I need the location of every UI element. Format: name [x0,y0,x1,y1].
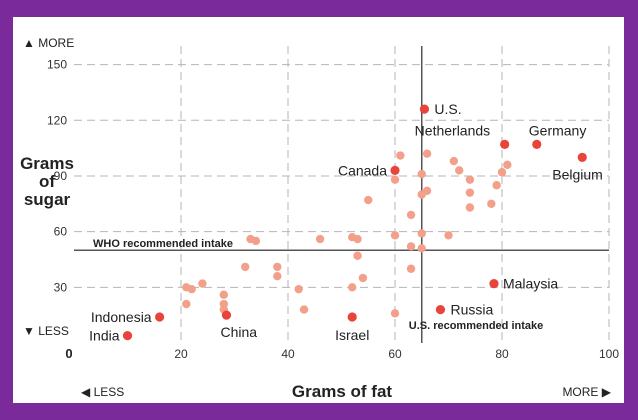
data-point [187,284,196,294]
data-point [492,181,501,190]
data-point [294,284,303,294]
highlighted-point [500,139,510,149]
data-point [390,231,400,240]
data-point [353,251,362,260]
data-point [465,203,475,212]
point-label: Russia [450,302,493,318]
reference-lines: WHO recommended intake U.S. recommended i… [74,46,609,343]
data-point [417,244,426,253]
data-point [444,231,453,240]
point-label: Israel [335,327,369,343]
x-tick-label: 80 [495,347,509,361]
tick-labels: 30 60 90 120 150 20 40 60 80 100 [47,58,619,361]
data-point [241,262,250,272]
data-point [198,279,207,288]
data-point [348,283,357,292]
highlighted-point [577,152,587,162]
y-more-label: ▲ MORE [23,36,74,50]
data-point [396,151,405,160]
data-point [422,186,432,195]
chart-frame: WHO recommended intake U.S. recommended i… [13,17,624,403]
highlighted-point [390,165,400,175]
y-axis-title-3: sugar [24,190,71,209]
point-label: U.S. [434,101,461,117]
data-point [422,149,432,158]
data-point [251,236,261,246]
highlighted-point [489,279,499,289]
data-point [465,188,475,197]
data-point [219,290,228,299]
point-label: Netherlands [415,122,491,138]
x-tick-label: 40 [281,347,295,361]
highlighted-point [435,304,446,315]
y-less-label: ▼ LESS [23,324,69,338]
point-label: Canada [338,162,387,178]
x-tick-label: 60 [388,347,402,361]
y-axis-title-2: of [39,172,55,191]
point-label: Germany [529,122,587,138]
data-point [390,309,400,318]
y-axis-title-1: Grams [20,154,74,173]
data-point [273,262,282,272]
data-point [358,273,368,283]
scatter-chart: WHO recommended intake U.S. recommended i… [20,36,619,401]
data-point [299,305,309,314]
highlighted-point [155,312,165,322]
data-point [273,271,282,281]
point-label: Belgium [552,166,603,182]
highlighted-point [419,104,430,114]
y-tick-label: 90 [54,169,68,183]
data-point [465,175,475,184]
point-label: China [220,324,257,340]
y-tick-label: 60 [54,225,68,239]
point-label: Malaysia [503,276,558,292]
grid [74,46,610,343]
x-tick-label: 100 [599,347,619,361]
point-labels: U.S. Netherlands Germany Belgium Canada Malay… [89,101,603,343]
data-points [122,104,587,341]
data-point [449,156,459,166]
data-point [417,169,426,179]
data-point [406,264,416,273]
data-point [390,175,400,184]
data-point [487,199,496,208]
x-axis-title: Grams of fat [292,382,392,401]
data-point [315,234,325,244]
data-point [406,210,416,220]
data-point [497,168,507,177]
y-tick-label: 120 [47,113,67,127]
data-point [406,242,416,251]
who-reference-label: WHO recommended intake [93,238,233,250]
highlighted-point [122,330,133,341]
x-zero-label: 0 [65,346,72,361]
data-point [182,299,191,309]
data-point [353,234,362,244]
x-less-label: ◀ LESS [81,385,124,399]
highlighted-point [221,310,232,320]
y-tick-label: 150 [47,58,67,72]
data-point [417,229,426,238]
data-point [364,195,373,205]
x-tick-label: 20 [174,347,188,361]
us-reference-label: U.S. recommended intake [409,320,544,332]
highlighted-point [532,139,542,149]
point-label: India [89,328,120,344]
highlighted-point [347,312,357,322]
point-label: Indonesia [91,309,152,325]
y-tick-label: 30 [54,280,68,294]
data-point [503,160,512,169]
x-more-label: MORE ▶ [562,385,611,399]
data-point [455,166,464,175]
